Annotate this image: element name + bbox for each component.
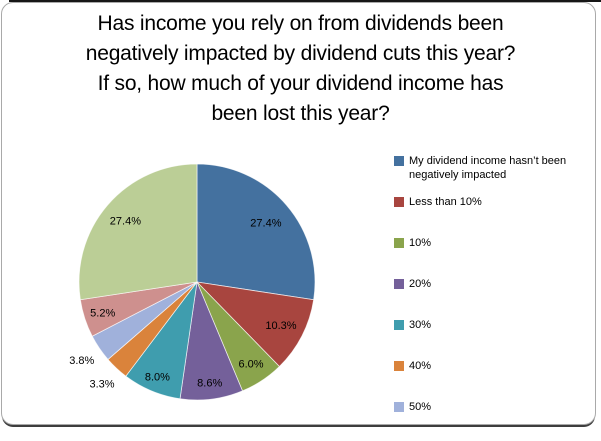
legend-swatch-icon (394, 402, 404, 412)
chart-frame (1, 2, 596, 425)
legend-item-5: 30% (394, 318, 590, 359)
legend-label: 30% (409, 319, 432, 331)
pie-slice-1 (196, 163, 316, 301)
slice-label-3: 6.0% (238, 359, 263, 371)
legend-swatch-icon (394, 197, 404, 207)
legend-label: My dividend income hasn’t been negativel… (409, 155, 567, 181)
legend-swatch-icon (394, 238, 404, 248)
legend-label: 50% (409, 401, 432, 413)
slice-label-7: 3.8% (69, 355, 94, 367)
legend-item-6: 40% (394, 359, 590, 400)
legend-label: Less than 10% (409, 196, 482, 208)
window-top-edge (9, 0, 601, 2)
legend-item-1: My dividend income hasn’t been negativel… (394, 154, 590, 195)
slice-label-2: 10.3% (265, 320, 296, 332)
slice-label-6: 3.3% (89, 379, 114, 391)
slice-label-8: 5.2% (90, 307, 115, 319)
legend-item-7: 50% (394, 400, 590, 441)
legend-label: 40% (409, 360, 432, 372)
slice-label-4: 8.6% (197, 378, 222, 390)
legend-swatch-icon (394, 361, 404, 371)
chart-title: Has income you rely on from dividends be… (45, 9, 556, 129)
chart-title-line: been lost this year? (211, 102, 390, 125)
pie-slice-2 (195, 281, 315, 368)
slice-label-1: 27.4% (250, 218, 281, 230)
legend-label: 10% (409, 237, 432, 249)
legend-swatch-icon (394, 156, 404, 166)
slice-label-5: 8.0% (145, 372, 170, 384)
legend-item-3: 10% (394, 236, 590, 277)
legend-label: 20% (409, 278, 432, 290)
chart-legend: My dividend income hasn’t been negativel… (394, 154, 590, 441)
chart-title-line: If so, how much of your dividend income … (97, 72, 504, 95)
legend-item-2: Less than 10% (394, 195, 590, 236)
legend-swatch-icon (394, 320, 404, 330)
pie-slice-9 (78, 163, 198, 301)
chart-title-line: Has income you rely on from dividends be… (97, 12, 504, 35)
slice-label-9: 27.4% (110, 215, 141, 227)
legend-swatch-icon (394, 279, 404, 289)
legend-item-4: 20% (394, 277, 590, 318)
chart-title-line: negatively impacted by dividend cuts thi… (85, 42, 516, 65)
